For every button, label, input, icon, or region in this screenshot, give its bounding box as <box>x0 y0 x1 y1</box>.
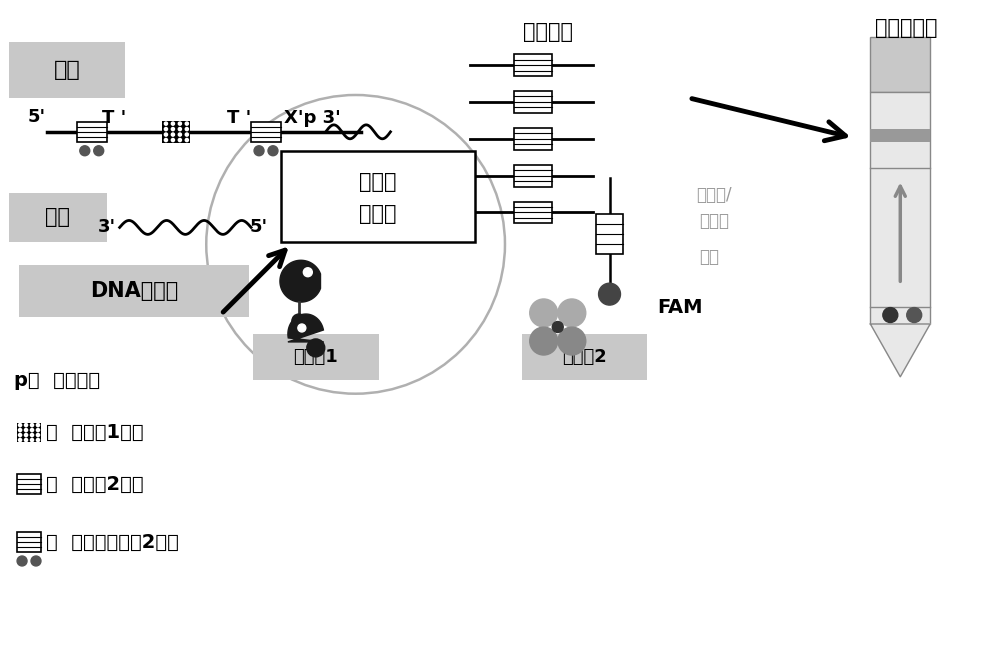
Bar <box>870 129 930 141</box>
Text: 恒温指: 恒温指 <box>359 171 397 191</box>
Circle shape <box>883 308 898 323</box>
Circle shape <box>552 321 563 332</box>
Bar <box>514 202 552 223</box>
Circle shape <box>24 434 28 437</box>
Text: X'p 3': X'p 3' <box>284 109 341 127</box>
FancyBboxPatch shape <box>19 265 249 317</box>
Text: 触发序列: 触发序列 <box>523 22 573 42</box>
Circle shape <box>36 424 40 426</box>
Bar <box>870 37 930 92</box>
Text: 生物素/: 生物素/ <box>696 186 732 204</box>
Text: 5': 5' <box>28 108 46 126</box>
Circle shape <box>178 122 181 125</box>
Text: ：  修饰的切刻酶2位点: ： 修饰的切刻酶2位点 <box>46 533 179 552</box>
Circle shape <box>30 424 34 426</box>
Circle shape <box>164 122 168 125</box>
Circle shape <box>254 146 264 156</box>
Text: ：  切刻酶2位点: ： 切刻酶2位点 <box>46 475 144 494</box>
Circle shape <box>18 434 22 437</box>
Text: 切刻酶2: 切刻酶2 <box>562 348 607 366</box>
Text: T ': T ' <box>227 109 251 127</box>
Circle shape <box>171 127 174 130</box>
Text: DNA聚合酶: DNA聚合酶 <box>90 281 178 301</box>
Circle shape <box>18 424 22 426</box>
Bar <box>17 422 41 443</box>
Circle shape <box>80 146 90 156</box>
Circle shape <box>292 314 306 328</box>
Circle shape <box>17 556 27 566</box>
Bar <box>514 165 552 187</box>
Text: 地高辛: 地高辛 <box>699 212 729 230</box>
Circle shape <box>30 428 34 432</box>
Circle shape <box>36 434 40 437</box>
Text: 5': 5' <box>250 219 268 236</box>
Circle shape <box>268 146 278 156</box>
Text: ：  切刻酶1位点: ： 切刻酶1位点 <box>46 423 144 442</box>
Circle shape <box>185 138 188 141</box>
Bar <box>514 54 552 76</box>
FancyBboxPatch shape <box>281 151 475 242</box>
Circle shape <box>31 556 41 566</box>
Circle shape <box>298 324 306 332</box>
Bar <box>251 122 281 141</box>
Circle shape <box>185 122 188 125</box>
FancyBboxPatch shape <box>522 334 647 380</box>
Text: p：  磷酸基团: p： 磷酸基团 <box>14 371 100 390</box>
Circle shape <box>599 283 620 305</box>
Circle shape <box>530 327 558 355</box>
Text: 3': 3' <box>98 219 116 236</box>
Bar <box>77 122 107 141</box>
Bar <box>596 214 623 254</box>
Bar <box>870 92 930 324</box>
Circle shape <box>18 428 22 432</box>
Circle shape <box>303 268 312 276</box>
Text: 模板: 模板 <box>53 60 80 80</box>
Bar <box>514 128 552 150</box>
Circle shape <box>94 146 104 156</box>
Circle shape <box>185 127 188 130</box>
Text: 靶标: 靶标 <box>45 208 70 227</box>
Circle shape <box>164 133 168 136</box>
Text: 试纸条读取: 试纸条读取 <box>875 18 938 38</box>
Circle shape <box>558 299 586 327</box>
Circle shape <box>171 133 174 136</box>
Text: 探针: 探针 <box>699 249 719 266</box>
Text: 数扩增: 数扩增 <box>359 204 397 225</box>
Circle shape <box>178 127 181 130</box>
Circle shape <box>24 428 28 432</box>
Polygon shape <box>280 260 320 302</box>
Circle shape <box>24 439 28 441</box>
Circle shape <box>164 127 168 130</box>
Bar <box>17 532 41 552</box>
Polygon shape <box>288 314 324 342</box>
Circle shape <box>171 138 174 141</box>
Text: 切刻酶1: 切刻酶1 <box>293 348 338 366</box>
Bar <box>162 121 190 143</box>
Text: FAM: FAM <box>657 298 703 317</box>
Circle shape <box>164 138 168 141</box>
Circle shape <box>30 434 34 437</box>
Circle shape <box>185 133 188 136</box>
Circle shape <box>558 327 586 355</box>
Circle shape <box>30 439 34 441</box>
Circle shape <box>307 339 325 357</box>
Polygon shape <box>870 324 930 377</box>
FancyBboxPatch shape <box>253 334 379 380</box>
Circle shape <box>530 299 558 327</box>
FancyBboxPatch shape <box>9 193 107 242</box>
FancyBboxPatch shape <box>9 42 125 98</box>
Circle shape <box>178 138 181 141</box>
Circle shape <box>178 133 181 136</box>
Circle shape <box>171 122 174 125</box>
Bar <box>17 474 41 495</box>
Circle shape <box>36 439 40 441</box>
Circle shape <box>907 308 922 323</box>
Text: T ': T ' <box>102 109 126 127</box>
Bar <box>514 91 552 113</box>
Circle shape <box>18 439 22 441</box>
Circle shape <box>36 428 40 432</box>
Circle shape <box>24 424 28 426</box>
